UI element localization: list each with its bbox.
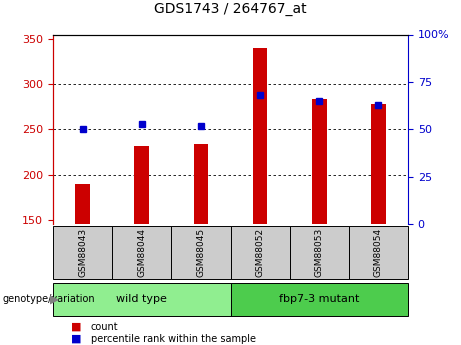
Text: GSM88053: GSM88053 (315, 228, 324, 277)
Text: ■: ■ (71, 334, 82, 344)
Text: GSM88044: GSM88044 (137, 228, 146, 277)
Text: GSM88043: GSM88043 (78, 228, 87, 277)
Text: ■: ■ (71, 322, 82, 332)
Text: genotype/variation: genotype/variation (2, 294, 95, 304)
Bar (75, 184, 90, 345)
Text: GSM88054: GSM88054 (374, 228, 383, 277)
Text: GSM88052: GSM88052 (255, 228, 265, 277)
Bar (371, 104, 386, 345)
Bar (194, 144, 208, 345)
Text: ▶: ▶ (50, 294, 59, 307)
Bar (253, 48, 267, 345)
Bar (134, 146, 149, 345)
Text: GDS1743 / 264767_at: GDS1743 / 264767_at (154, 1, 307, 16)
Bar (312, 99, 327, 345)
Text: count: count (91, 322, 118, 332)
Text: wild type: wild type (116, 294, 167, 304)
Text: GSM88045: GSM88045 (196, 228, 206, 277)
Text: fbp7-3 mutant: fbp7-3 mutant (279, 294, 360, 304)
Text: percentile rank within the sample: percentile rank within the sample (91, 334, 256, 344)
